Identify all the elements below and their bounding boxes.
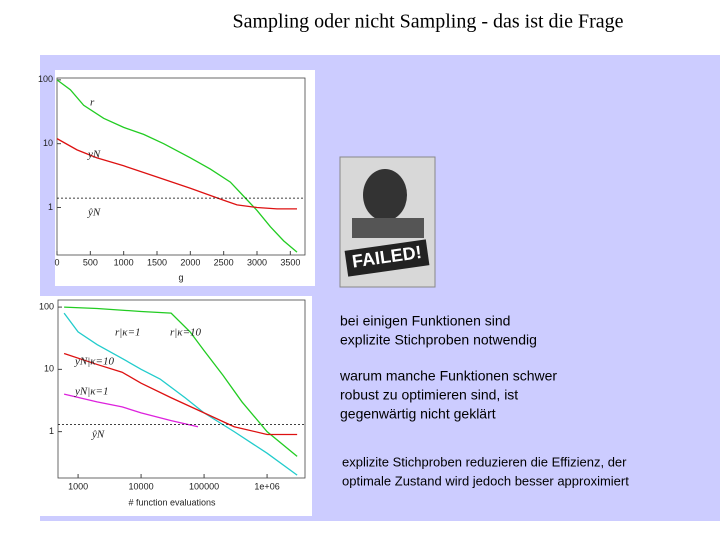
series-label: ŷN xyxy=(87,207,101,219)
y-tick-label: 100 xyxy=(39,301,54,311)
series-line xyxy=(63,393,199,428)
note-text: robust zu optimieren sind, ist xyxy=(340,387,518,403)
series-line xyxy=(56,79,298,253)
slide-title: Sampling oder nicht Sampling - das ist d… xyxy=(232,11,623,33)
y-tick-label: 10 xyxy=(44,364,54,374)
series-label: yN|κ=10 xyxy=(74,356,114,368)
x-tick-label: 0 xyxy=(54,257,59,267)
series-label: r|κ=10 xyxy=(170,327,202,339)
x-tick-label: 1000 xyxy=(114,257,134,267)
x-axis-label: # function evaluations xyxy=(128,497,216,507)
series-label: ŷN xyxy=(91,429,105,441)
note-text: explizite Stichproben notwendig xyxy=(340,332,537,348)
series-line xyxy=(63,312,298,476)
y-tick-label: 1 xyxy=(48,202,53,212)
y-tick-label: 1 xyxy=(49,426,54,436)
x-tick-label: 3000 xyxy=(247,257,267,267)
x-tick-label: 100000 xyxy=(189,481,219,491)
note-text: optimale Zustand wird jedoch besser appr… xyxy=(342,473,629,488)
series-line xyxy=(64,306,298,457)
x-tick-label: 1e+06 xyxy=(254,481,279,491)
series-line xyxy=(63,352,298,436)
y-tick-label: 100 xyxy=(38,74,53,84)
series-line xyxy=(56,138,297,210)
x-tick-label: 10000 xyxy=(129,481,154,491)
note-text: gegenwärtig nicht geklärt xyxy=(340,406,496,422)
series-label: yN|κ=1 xyxy=(74,386,108,398)
x-tick-label: 2500 xyxy=(214,257,234,267)
x-tick-label: 2000 xyxy=(180,257,200,267)
note-text: warum manche Funktionen schwer xyxy=(339,368,557,384)
x-tick-label: 1500 xyxy=(147,257,167,267)
note-text: explizite Stichproben reduzieren die Eff… xyxy=(342,454,627,469)
note-text: bei einigen Funktionen sind xyxy=(340,313,510,329)
x-axis-label: g xyxy=(178,272,183,282)
series-label: r|κ=1 xyxy=(115,327,141,339)
picture: FAILED! xyxy=(339,156,436,288)
x-tick-label: 3500 xyxy=(280,257,300,267)
plot-area xyxy=(57,299,306,479)
plot-area xyxy=(56,77,306,256)
x-tick-label: 1000 xyxy=(68,481,88,491)
y-tick-label: 10 xyxy=(43,138,53,148)
series-label: yN xyxy=(87,149,101,161)
series-label: r xyxy=(90,97,95,109)
chart-frame xyxy=(55,70,315,286)
x-tick-label: 500 xyxy=(83,257,98,267)
